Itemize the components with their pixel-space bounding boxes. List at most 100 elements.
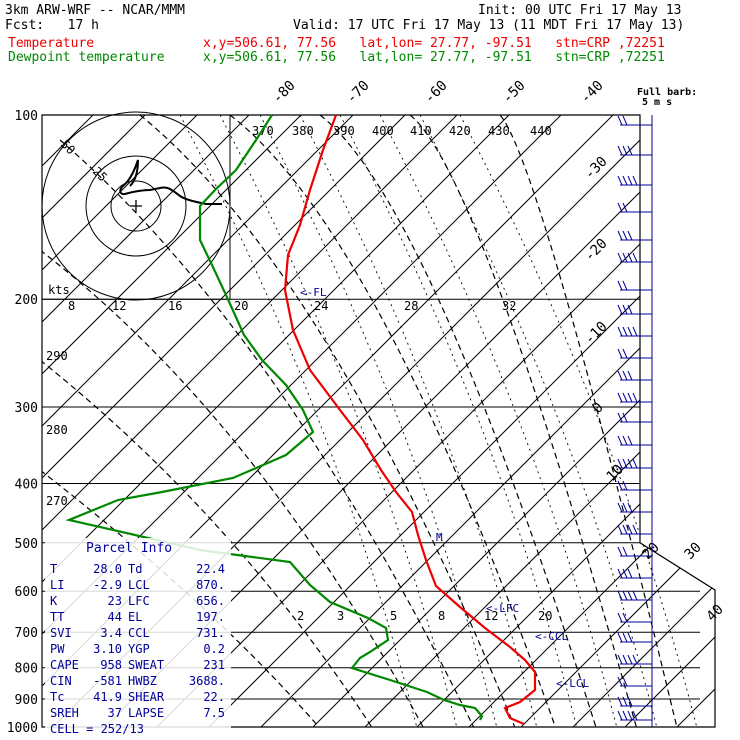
parcel-label: SHEAR [128, 690, 165, 704]
isotherm-line [299, 115, 715, 727]
parcel-value: 22.4 [196, 562, 225, 576]
moist-adiabat [379, 115, 621, 727]
moist-adiabat [219, 115, 461, 727]
hodograph-speed-label: 12 [112, 299, 126, 313]
theta-label: 400 [372, 124, 394, 138]
hodograph-speed-label: 8 [68, 299, 75, 313]
mixing-ratio-label: 12 [484, 609, 498, 623]
parcel-label: CIN [50, 674, 72, 688]
side-label: 290 [46, 349, 68, 363]
temperature-location: x,y=506.61, 77.56 lat,lon= 27.77, -97.51… [203, 36, 665, 51]
parcel-value: 656. [196, 594, 225, 608]
parcel-value: 44 [108, 610, 122, 624]
isotherm-line [42, 115, 458, 727]
parcel-label: CCL [128, 626, 150, 640]
parcel-label: HWBZ [128, 674, 157, 688]
parcel-label: YGP [128, 642, 150, 656]
parcel-value: 731. [196, 626, 225, 640]
pressure-tick-label: 1000 [7, 721, 38, 736]
dewpoint-location: x,y=506.61, 77.56 lat,lon= 27.77, -97.51… [203, 50, 665, 65]
parcel-value: 958 [100, 658, 122, 672]
wind-barb [617, 458, 652, 469]
wind-barb [617, 654, 652, 665]
wind-barb [617, 632, 652, 643]
parcel-value: 7.5 [203, 706, 225, 720]
freezing-level-marker: <-FL [300, 286, 327, 299]
wind-key-label: Full barb: [637, 87, 697, 98]
wind-barb [617, 435, 652, 446]
wind-barb [617, 326, 652, 337]
mixed-layer-marker: M [436, 531, 443, 544]
isotherm-line [42, 115, 302, 727]
isotherm-label: 0 [590, 400, 607, 417]
wind-barb [617, 568, 652, 579]
side-label: 270 [46, 494, 68, 508]
pressure-tick-label: 700 [15, 626, 38, 641]
wind-barb [617, 115, 652, 126]
side-label: 280 [46, 423, 68, 437]
parcel-label: LCL [128, 578, 150, 592]
parcel-label: LAPSE [128, 706, 164, 720]
hodograph-speed-label: 28 [404, 299, 418, 313]
parcel-info-panel [45, 538, 231, 728]
mixing-ratio-label: 3 [337, 609, 344, 623]
parcel-value: 28.0 [93, 562, 122, 576]
model-title: 3km ARW-WRF -- NCAR/MMM [5, 3, 186, 18]
wind-barb [617, 145, 652, 156]
wind-barb [617, 412, 652, 423]
parcel-label: SWEAT [128, 658, 164, 672]
isotherm-label: -70 [344, 78, 373, 107]
wind-barb [617, 280, 652, 291]
parcel-value: 870. [196, 578, 225, 592]
hodograph-speed-label: 32 [502, 299, 516, 313]
moist-adiabat [459, 115, 701, 727]
wind-barb [617, 524, 652, 535]
moist-adiabat [259, 115, 501, 727]
isotherm-line [42, 115, 510, 727]
wind-barb [617, 392, 652, 403]
pressure-tick-label: 900 [15, 693, 38, 708]
isotherm-line [247, 115, 715, 727]
theta-label: 380 [292, 124, 314, 138]
isotherm-label: -60 [422, 78, 451, 107]
dry-adiabat [42, 249, 431, 727]
parcel-value: 0.2 [203, 642, 225, 656]
wind-barb [617, 502, 652, 513]
dewpoint-legend: Dewpoint temperature [8, 50, 165, 65]
isotherm-line [42, 115, 250, 727]
hodograph-speed-label: 24 [314, 299, 328, 313]
wind-barb [617, 480, 652, 491]
isotherm-label: -50 [500, 78, 529, 107]
init-time: Init: 00 UTC Fri 17 May 13 [478, 3, 682, 18]
parcel-label: SREH [50, 706, 79, 720]
pressure-tick-label: 800 [15, 662, 38, 677]
parcel-label: LFC [128, 594, 150, 608]
temperature-profile [283, 114, 537, 726]
pressure-tick-label: 600 [15, 585, 38, 600]
lcl-marker: <-LCL [556, 677, 589, 690]
parcel-label: T [50, 562, 57, 576]
parcel-value: 197. [196, 610, 225, 624]
moist-adiabat [419, 115, 661, 727]
dry-adiabat [42, 359, 381, 727]
lfc-marker: <-LFC [486, 602, 519, 615]
wind-barb [617, 696, 652, 707]
valid-time: Valid: 17 UTC Fri 17 May 13 (11 MDT Fri … [293, 18, 685, 33]
isotherm-label: -80 [270, 78, 299, 107]
parcel-label: LI [50, 578, 64, 592]
wind-barb [617, 252, 652, 263]
hodograph-ring [85, 155, 187, 257]
dry-adiabat [59, 139, 481, 727]
wind-barb [617, 710, 652, 721]
dry-adiabat [499, 115, 681, 727]
wind-barb [617, 546, 652, 557]
parcel-label: EL [128, 610, 142, 624]
parcel-value: 3.4 [100, 626, 122, 640]
isotherm-line [195, 115, 715, 727]
isotherm-line [42, 115, 198, 727]
dewpoint-profile [65, 114, 484, 721]
hodograph-speed-label: 20 [234, 299, 248, 313]
hodograph-speed-label: kts [48, 283, 70, 297]
parcel-value: 37 [108, 706, 122, 720]
isotherm-label: 30 [682, 540, 705, 563]
